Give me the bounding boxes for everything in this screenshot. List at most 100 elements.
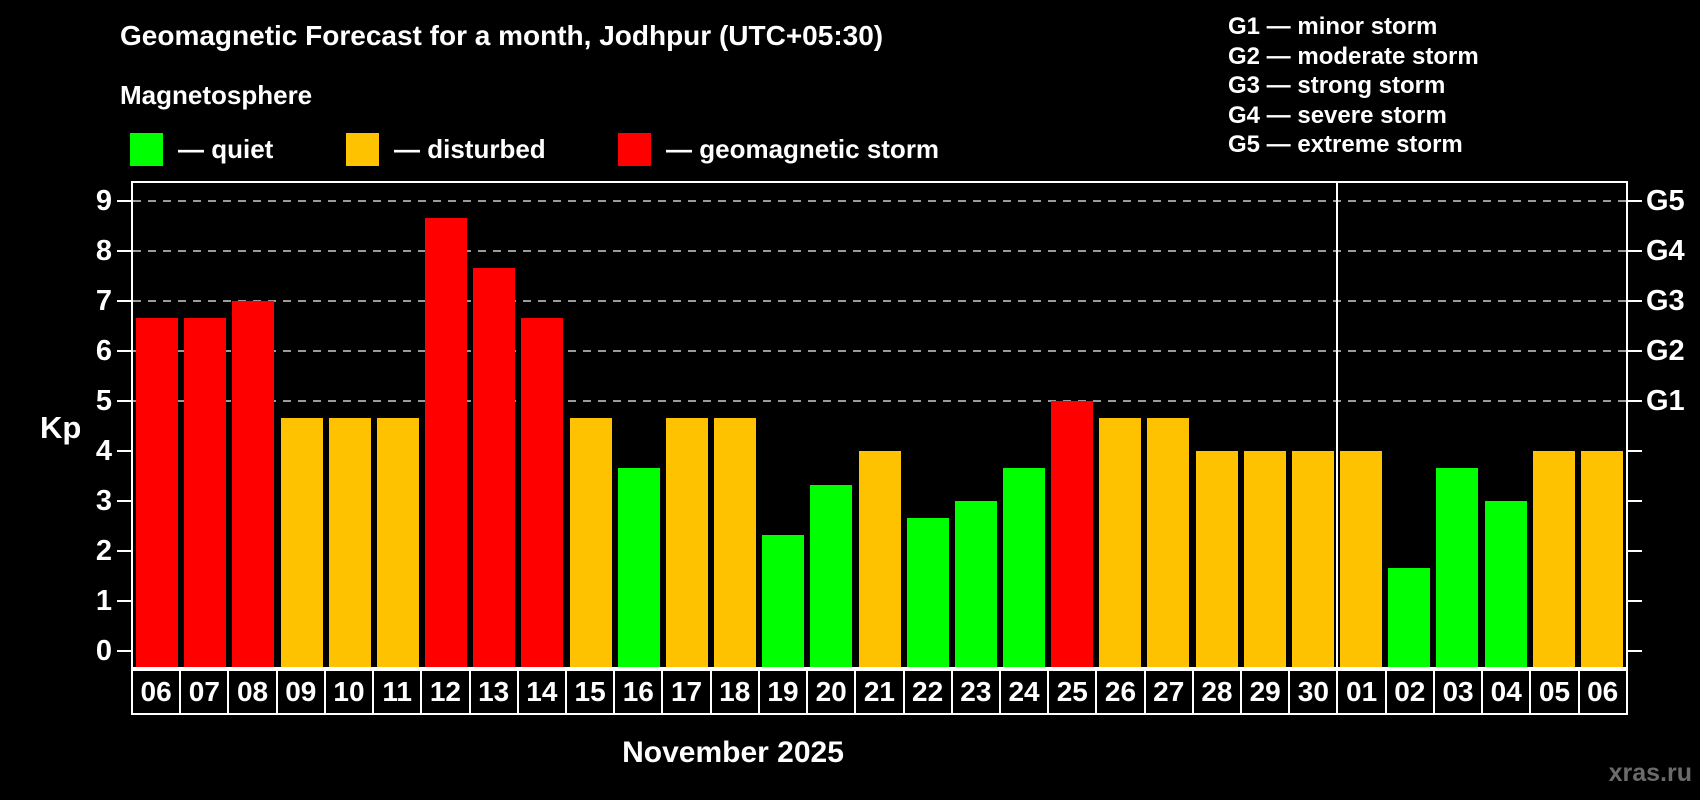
day-label-30: 30 [1288,669,1339,715]
gridline-kp6 [133,350,1626,352]
day-label-27: 27 [1143,669,1194,715]
left-axis-tick-9 [117,200,131,202]
kp-bar-24 [1002,467,1045,667]
y-tick-label-2: 2 [95,535,112,567]
kp-bar-08 [232,301,275,667]
day-label-28: 28 [1191,669,1243,715]
day-label-29: 29 [1240,669,1291,715]
kp-bar-18 [714,417,757,667]
storm-scale-g5: G5 — extreme storm [1228,131,1463,158]
y-tick-label-1: 1 [95,585,112,617]
storm-scale-legend: G1 — minor storm G2 — moderate storm G3 … [1228,12,1479,160]
left-axis-tick-0 [117,650,131,652]
y-tick-label-3: 3 [95,485,112,517]
month-separator [1336,183,1339,667]
right-axis-tick-3 [1628,500,1642,502]
left-axis-tick-4 [117,450,131,452]
legend-label-disturbed: — disturbed [394,134,546,164]
day-label-10: 10 [323,669,375,715]
kp-bar-30 [1291,451,1334,667]
kp-bar-20 [810,484,853,667]
left-axis-tick-8 [117,250,131,252]
gridline-kp8 [133,250,1626,252]
right-axis-label-g1: G1 [1646,385,1685,417]
x-axis-day-labels: 06 07 08 09 10 11 12 13 14 15 16 17 18 19 20 21 22 23 24 25… [131,669,1628,715]
right-axis-label-g5: G5 [1646,185,1685,217]
kp-bar-26 [1099,417,1142,667]
day-label-16: 16 [613,669,664,715]
storm-scale-g4: G4 — severe storm [1228,101,1447,129]
y-tick-label-0: 0 [95,635,112,667]
gridline-kp7 [133,300,1626,302]
right-axis-tick-6 [1628,350,1642,352]
left-axis-tick-7 [117,300,131,302]
legend-item-quiet: — quiet [130,133,273,166]
day-label-21: 21 [854,669,905,715]
kp-bar-25 [1051,401,1094,667]
day-label-24: 24 [998,669,1050,715]
kp-bar-29 [1243,451,1286,667]
day-label-25: 25 [1047,669,1098,715]
kp-bar-04 [1484,501,1527,667]
day-label-18: 18 [709,669,760,715]
right-axis-tick-1 [1628,600,1642,602]
kp-bar-28 [1195,451,1238,667]
left-axis-tick-1 [117,600,131,602]
kp-bar-09 [280,417,323,667]
day-label-26: 26 [1095,669,1146,715]
watermark: xras.ru [1608,759,1692,787]
kp-bar-02 [1388,567,1431,667]
kp-bar-21 [858,451,901,667]
left-axis-tick-5 [117,400,131,402]
kp-bar-10 [328,417,371,667]
day-label-17: 17 [661,669,712,715]
day-label-06: 06 [131,669,182,715]
left-axis-tick-3 [117,500,131,502]
plot-area [131,181,1628,669]
right-axis-label-g4: G4 [1646,235,1685,267]
right-axis-tick-7 [1628,300,1642,302]
kp-bar-14 [521,317,564,667]
y-tick-label-4: 4 [95,435,112,467]
day-label-05: 05 [1529,669,1580,715]
right-axis-label-g2: G2 [1646,335,1685,367]
day-label-23: 23 [950,669,1001,715]
kp-bar-05 [1532,451,1575,667]
kp-bar-06 [1580,451,1623,667]
kp-bar-12 [425,217,468,667]
kp-bar-27 [1147,417,1190,667]
kp-bar-01 [1340,451,1383,667]
kp-bar-06 [136,317,179,667]
y-tick-label-9: 9 [95,185,112,217]
y-axis-title: Kp [40,410,82,445]
kp-bar-15 [569,417,612,667]
kp-bar-07 [184,317,227,667]
right-axis-tick-2 [1628,550,1642,552]
legend-item-disturbed: — disturbed [346,133,546,166]
kp-bar-11 [376,417,419,667]
right-axis-tick-0 [1628,650,1642,652]
kp-bar-16 [617,467,660,667]
y-tick-label-6: 6 [95,335,112,367]
day-label-12: 12 [420,669,471,715]
day-label-04: 04 [1481,669,1532,715]
day-label-22: 22 [902,669,953,715]
disturbed-color-swatch [346,133,379,166]
x-axis-title: November 2025 [622,736,844,769]
y-tick-label-8: 8 [95,235,112,267]
y-tick-label-5: 5 [95,385,112,417]
kp-bar-17 [665,417,708,667]
storm-scale-g1: G1 — minor storm [1228,13,1438,40]
legend-label-storm: — geomagnetic storm [666,134,940,164]
kp-bar-13 [473,267,516,667]
day-label-11: 11 [372,669,423,715]
day-label-03: 03 [1432,669,1484,715]
gridline-kp5 [133,400,1626,402]
day-label-13: 13 [468,669,519,715]
chart-subtitle: Magnetosphere [120,80,313,110]
right-axis-tick-9 [1628,200,1642,202]
day-label-08: 08 [227,669,278,715]
y-tick-label-7: 7 [95,285,112,317]
legend-label-quiet: — quiet [178,134,274,164]
